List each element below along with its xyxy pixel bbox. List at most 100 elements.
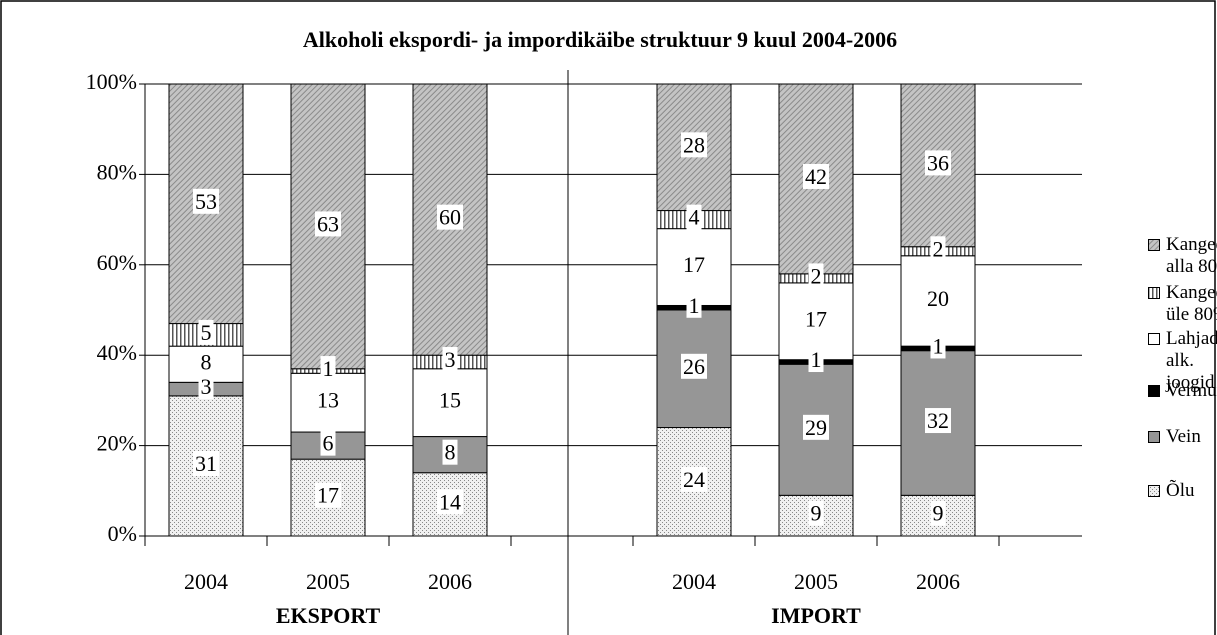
legend-swatch (1148, 385, 1160, 397)
data-label: 2 (811, 263, 822, 288)
data-label: 36 (927, 150, 949, 175)
data-label-bg (198, 349, 214, 375)
data-label: 1 (323, 356, 334, 381)
data-label: 60 (439, 205, 461, 230)
data-label: 53 (195, 189, 217, 214)
data-label-bg (808, 500, 824, 526)
data-label: 1 (811, 347, 822, 372)
x-tick-label: 2004 (672, 569, 716, 594)
legend-swatch-rect (1148, 333, 1160, 345)
data-label: 8 (201, 349, 212, 374)
data-label: 1 (933, 333, 944, 358)
data-label-bg (442, 439, 458, 465)
data-label: 17 (317, 483, 339, 508)
data-label-bg (930, 236, 946, 262)
y-tick-label: 60% (97, 250, 137, 275)
data-label: 20 (927, 286, 949, 311)
data-label-bg (925, 150, 951, 176)
legend-swatch-rect (1148, 385, 1160, 397)
data-label: 26 (683, 354, 705, 379)
legend-swatch (1148, 431, 1160, 443)
chart-title: Alkoholi ekspordi- ja impordikäibe struk… (303, 27, 897, 52)
legend-swatch (1148, 287, 1160, 299)
y-tick-label: 40% (97, 340, 137, 365)
data-label: 28 (683, 132, 705, 157)
data-label-bg (315, 482, 341, 508)
data-label-bg (437, 387, 463, 413)
data-label-bg (320, 430, 336, 456)
data-label: 17 (683, 252, 705, 277)
data-label-bg (686, 292, 702, 318)
data-label: 29 (805, 415, 827, 440)
y-tick-label: 0% (108, 521, 137, 546)
data-label: 63 (317, 211, 339, 236)
data-label: 13 (317, 388, 339, 413)
legend-swatch (1148, 485, 1160, 497)
data-label: 9 (811, 501, 822, 526)
data-label: 3 (445, 347, 456, 372)
y-tick-label: 80% (97, 159, 137, 184)
data-label-bg (437, 204, 463, 230)
data-label-bg (193, 188, 219, 214)
data-label: 8 (445, 440, 456, 465)
data-label-bg (681, 353, 707, 379)
data-label-bg (808, 263, 824, 289)
data-label-bg (315, 211, 341, 237)
data-label: 24 (683, 467, 705, 492)
group-label: EKSPORT (276, 603, 381, 628)
legend-label: Lahjad alk. joogid (1166, 328, 1217, 393)
data-label-bg (681, 252, 707, 278)
data-label-bg (925, 408, 951, 434)
data-label: 9 (933, 501, 944, 526)
legend-swatch-rect (1148, 239, 1160, 251)
legend-label: Kanged üle 80% (1166, 282, 1217, 325)
data-label-bg (681, 466, 707, 492)
data-label-bg (442, 347, 458, 373)
data-label: 1 (689, 293, 700, 318)
data-label-bg (320, 356, 336, 382)
data-label-bg (803, 414, 829, 440)
legend-label: Kanged alla 80% (1166, 234, 1217, 277)
legend-label: Õlu (1166, 480, 1195, 501)
data-label: 2 (933, 236, 944, 261)
y-tick-label: 100% (86, 69, 137, 94)
data-label: 31 (195, 451, 217, 476)
x-tick-label: 2006 (916, 569, 960, 594)
data-label-bg (681, 132, 707, 158)
legend-label: Vein (1166, 426, 1201, 447)
data-label: 14 (439, 489, 461, 514)
x-tick-label: 2006 (428, 569, 472, 594)
data-label-bg (193, 450, 219, 476)
data-label-bg (437, 489, 463, 515)
x-tick-label: 2004 (184, 569, 228, 594)
data-label: 5 (201, 320, 212, 345)
data-label-bg (803, 163, 829, 189)
data-label: 42 (805, 164, 827, 189)
data-label: 6 (323, 431, 334, 456)
data-label-bg (198, 374, 214, 400)
data-label-bg (198, 319, 214, 345)
x-tick-label: 2005 (794, 569, 838, 594)
data-label-bg (808, 347, 824, 373)
data-label-bg (686, 204, 702, 230)
data-label: 17 (805, 306, 827, 331)
group-label: IMPORT (771, 603, 861, 628)
legend-swatch-rect (1148, 485, 1160, 497)
y-tick-label: 20% (97, 431, 137, 456)
data-label-bg (315, 387, 341, 413)
x-tick-label: 2005 (306, 569, 350, 594)
data-label: 15 (439, 388, 461, 413)
data-label: 4 (689, 205, 700, 230)
data-label: 3 (201, 374, 212, 399)
data-label-bg (925, 286, 951, 312)
data-label: 32 (927, 408, 949, 433)
data-label-bg (930, 333, 946, 359)
legend-swatch (1148, 239, 1160, 251)
legend-swatch-rect (1148, 287, 1160, 299)
data-label-bg (803, 306, 829, 332)
data-label-bg (930, 500, 946, 526)
legend-swatch (1148, 333, 1160, 345)
